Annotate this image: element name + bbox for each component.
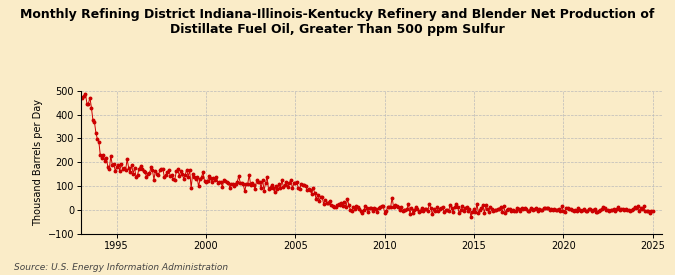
Text: Monthly Refining District Indiana-Illinois-Kentucky Refinery and Blender Net Pro: Monthly Refining District Indiana-Illino…: [20, 8, 655, 36]
Y-axis label: Thousand Barrels per Day: Thousand Barrels per Day: [33, 99, 43, 226]
Text: Source: U.S. Energy Information Administration: Source: U.S. Energy Information Administ…: [14, 263, 227, 272]
